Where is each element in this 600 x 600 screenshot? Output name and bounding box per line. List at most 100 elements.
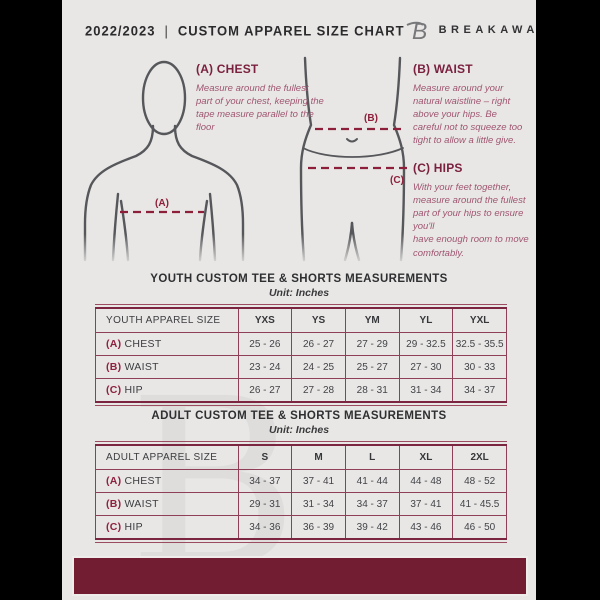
right-shoulder-arm-outline	[173, 124, 245, 262]
waist-instruction: (B) WAIST Measure around your natural wa…	[413, 62, 527, 148]
measure-prefix: (A)	[106, 338, 122, 350]
size-chart-document: B 2022/2023 | CUSTOM APPAREL SIZE CHART …	[62, 0, 536, 600]
size-col-header: YM	[344, 307, 400, 333]
table-row: (B) WAIST 29 - 31 31 - 34 34 - 37 37 - 41…	[95, 492, 507, 516]
size-col-header: 2XL	[452, 444, 507, 470]
size-col-header: YL	[398, 307, 454, 333]
measure-name: HIP	[124, 384, 143, 396]
measurement-cell: 31 - 34	[398, 378, 454, 403]
measurement-cell: 29 - 31	[237, 492, 293, 516]
measurement-cell: 36 - 39	[291, 515, 346, 540]
measurement-cell: 26 - 27	[291, 332, 346, 356]
measurement-cell: 25 - 27	[344, 355, 400, 379]
measurement-cell: 41 - 45.5	[452, 492, 507, 516]
measure-prefix: (A)	[106, 475, 122, 487]
figure-fade-overlay	[62, 234, 536, 274]
hips-diagram-label: (C)	[390, 175, 404, 186]
measurement-cell: 37 - 41	[398, 492, 454, 516]
table-row: (A) CHEST 25 - 26 26 - 27 27 - 29 29 - 32…	[95, 332, 507, 356]
measurement-cell: 48 - 52	[452, 469, 507, 493]
size-col-header: YS	[291, 307, 346, 333]
measurement-cell: 27 - 30	[398, 355, 454, 379]
waistband-curve	[302, 147, 404, 158]
brand-name: BREAKAWAY	[438, 24, 536, 36]
measurement-cell: 37 - 41	[291, 469, 346, 493]
measure-row-label: (A) CHEST	[95, 469, 239, 493]
size-col-header: L	[344, 444, 400, 470]
measure-prefix: (B)	[106, 361, 122, 373]
size-col-header: XL	[398, 444, 454, 470]
measurement-cell: 24 - 25	[291, 355, 346, 379]
measure-row-label: (A) CHEST	[95, 332, 239, 356]
measure-name: CHEST	[124, 338, 162, 350]
measurement-cell: 34 - 37	[344, 492, 400, 516]
chest-instruction-heading: (A) CHEST	[196, 62, 259, 76]
size-col-header: YOUTH APPAREL SIZE	[95, 307, 239, 333]
chest-instruction-body: Measure around the fullest part of your …	[196, 83, 324, 134]
measure-row-label: (B) WAIST	[95, 355, 239, 379]
right-hip-leg-outline	[392, 56, 406, 262]
page-title: CUSTOM APPAREL SIZE CHART	[177, 21, 405, 39]
measurement-cell: 31 - 34	[291, 492, 346, 516]
breakaway-logo-icon: B	[406, 18, 427, 44]
hips-instruction-heading: (C) HIPS	[413, 161, 463, 175]
measure-name: WAIST	[124, 498, 159, 510]
hips-instruction: (C) HIPS With your feet together, measur…	[413, 161, 533, 260]
youth-table-title: YOUTH CUSTOM TEE & SHORTS MEASUREMENTS	[150, 273, 448, 285]
adult-header-row: ADULT APPAREL SIZE S M L XL 2XL	[95, 444, 507, 470]
title-separator: |	[164, 21, 169, 39]
adult-table-title: ADULT CUSTOM TEE & SHORTS MEASUREMENTS	[151, 410, 447, 422]
measurement-cell: 29 - 32.5	[398, 332, 454, 356]
chest-instruction: (A) CHEST Measure around the fullest par…	[196, 62, 326, 134]
waist-diagram-label: (B)	[364, 113, 378, 124]
measurement-cell: 34 - 37	[237, 469, 293, 493]
adult-size-table: ADULT APPAREL SIZE S M L XL 2XL (A) CHEST…	[95, 441, 507, 543]
size-col-header: S	[237, 444, 293, 470]
measurement-cell: 34 - 37	[452, 378, 507, 403]
measurement-cell: 26 - 27	[237, 378, 293, 403]
measurement-cell: 34 - 36	[237, 515, 293, 540]
logo-letter: B	[412, 18, 427, 44]
youth-table-unit: Unit: Inches	[268, 287, 330, 299]
brand-lockup: B BREAKAWAY	[405, 17, 536, 44]
head-outline	[141, 60, 187, 136]
measurement-cell: 25 - 26	[237, 332, 293, 356]
measure-name: WAIST	[124, 361, 159, 373]
table-row: (C) HIP 34 - 36 36 - 39 39 - 42 43 - 46 4…	[95, 515, 507, 540]
measure-prefix: (C)	[106, 384, 122, 396]
measure-prefix: (C)	[106, 521, 122, 533]
waist-instruction-heading: (B) WAIST	[413, 62, 473, 76]
table-row: (C) HIP 26 - 27 27 - 28 28 - 31 31 - 34 3…	[95, 378, 507, 403]
measurement-cell: 27 - 28	[291, 378, 346, 403]
navel-mark	[346, 138, 358, 143]
table-row: (A) CHEST 34 - 37 37 - 41 41 - 44 44 - 48…	[95, 469, 507, 493]
measure-name: CHEST	[124, 475, 162, 487]
hips-instruction-body: With your feet together, measure around …	[413, 182, 529, 259]
measurement-cell: 44 - 48	[398, 469, 454, 493]
header-year: 2022/2023	[85, 21, 156, 39]
measure-name: HIP	[124, 521, 143, 533]
adult-table-unit: Unit: Inches	[268, 424, 330, 436]
measurement-cell: 41 - 44	[344, 469, 400, 493]
youth-size-table: YOUTH APPAREL SIZE YXS YS YM YL YXL (A) C…	[95, 304, 507, 406]
measurement-cell: 43 - 46	[398, 515, 454, 540]
table-row: (B) WAIST 23 - 24 24 - 25 25 - 27 27 - 30…	[95, 355, 507, 379]
measure-row-label: (C) HIP	[95, 378, 239, 403]
size-col-header: YXL	[452, 307, 507, 333]
waist-instruction-body: Measure around your natural waistline – …	[413, 83, 523, 147]
document-header: 2022/2023 | CUSTOM APPAREL SIZE CHART B …	[85, 15, 536, 45]
measure-row-label: (C) HIP	[95, 515, 239, 540]
youth-header-row: YOUTH APPAREL SIZE YXS YS YM YL YXL	[95, 307, 507, 333]
measurement-cell: 32.5 - 35.5	[452, 332, 507, 356]
size-col-header: ADULT APPAREL SIZE	[95, 444, 239, 470]
measurement-cell: 27 - 29	[344, 332, 400, 356]
footer-bar	[72, 556, 528, 596]
measurement-cell: 28 - 31	[344, 378, 400, 403]
measurement-cell: 30 - 33	[452, 355, 507, 379]
size-col-header: YXS	[237, 307, 293, 333]
size-col-header: M	[291, 444, 346, 470]
chest-diagram-label: (A)	[155, 198, 169, 209]
measurement-cell: 39 - 42	[344, 515, 400, 540]
left-shoulder-arm-outline	[83, 124, 155, 262]
measurement-cell: 23 - 24	[237, 355, 293, 379]
